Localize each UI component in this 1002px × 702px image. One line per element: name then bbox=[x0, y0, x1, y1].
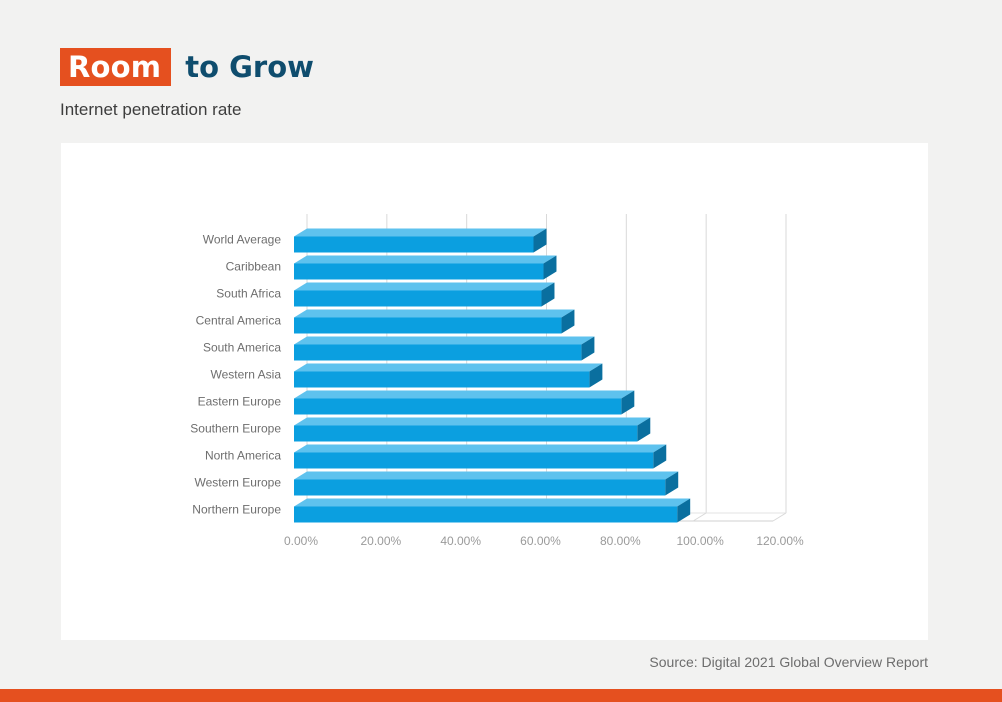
bar-front-face bbox=[294, 290, 542, 307]
bar-side-face bbox=[653, 444, 667, 469]
x-tick-labels: 0.00% 20.00% 40.00% 60.00% 80.00% 100.00% 120.… bbox=[284, 534, 804, 548]
bar-top-face bbox=[294, 309, 575, 318]
bar bbox=[294, 471, 679, 496]
x-tick-label: 0.00% bbox=[284, 534, 318, 548]
title-rest: to Grow bbox=[185, 49, 314, 84]
category-label: Southern Europe bbox=[190, 422, 281, 436]
bar-front-face bbox=[294, 479, 666, 496]
bar-top-face bbox=[294, 444, 667, 453]
x-tick-label: 100.00% bbox=[676, 534, 724, 548]
bar-front-face bbox=[294, 344, 582, 361]
bar-top-face bbox=[294, 228, 547, 237]
bar bbox=[294, 390, 635, 415]
x-tick-label: 120.00% bbox=[756, 534, 804, 548]
bar-top-face bbox=[294, 336, 595, 345]
chart-title: Room to Grow bbox=[60, 48, 314, 86]
bar bbox=[294, 336, 595, 361]
bottom-accent-bar bbox=[0, 689, 1002, 702]
bar-top-face bbox=[294, 363, 603, 372]
category-label: Northern Europe bbox=[192, 503, 281, 517]
bar-side-face bbox=[677, 498, 691, 523]
bar-front-face bbox=[294, 263, 544, 280]
bars bbox=[294, 228, 691, 523]
bar-side-face bbox=[637, 417, 651, 442]
bar-front-face bbox=[294, 425, 638, 442]
x-tick-label: 20.00% bbox=[360, 534, 401, 548]
category-label: Eastern Europe bbox=[198, 395, 282, 409]
bar bbox=[294, 282, 555, 307]
floor-depth-line bbox=[692, 512, 707, 522]
bar-top-face bbox=[294, 255, 557, 264]
bar bbox=[294, 228, 547, 253]
bar-side-face bbox=[543, 255, 557, 280]
bar-side-face bbox=[581, 336, 595, 361]
x-tick-label: 60.00% bbox=[520, 534, 561, 548]
bar-side-face bbox=[665, 471, 679, 496]
bar-side-face bbox=[561, 309, 575, 334]
bar-front-face bbox=[294, 236, 534, 253]
category-label: North America bbox=[205, 449, 281, 463]
category-label: South Africa bbox=[216, 287, 281, 301]
category-label: World Average bbox=[203, 233, 282, 247]
bar-front-face bbox=[294, 452, 654, 469]
category-label: Western Asia bbox=[211, 368, 282, 382]
bar-top-face bbox=[294, 417, 651, 426]
bar bbox=[294, 363, 603, 388]
bar bbox=[294, 444, 667, 469]
bar-side-face bbox=[589, 363, 603, 388]
category-label: South America bbox=[203, 341, 281, 355]
category-label: Caribbean bbox=[226, 260, 281, 274]
chart-panel: 0.00% 20.00% 40.00% 60.00% 80.00% 100.00% 120.… bbox=[61, 143, 928, 640]
bar bbox=[294, 417, 651, 442]
floor-depth-line bbox=[772, 512, 787, 522]
category-label: Central America bbox=[196, 314, 282, 328]
bar-side-face bbox=[541, 282, 555, 307]
title-highlight: Room bbox=[60, 48, 172, 86]
bar-top-face bbox=[294, 498, 691, 507]
bar-top-face bbox=[294, 471, 679, 480]
bar-side-face bbox=[533, 228, 547, 253]
bar bbox=[294, 309, 575, 334]
chart-subtitle: Internet penetration rate bbox=[60, 100, 242, 119]
bar-top-face bbox=[294, 390, 635, 399]
bar-front-face bbox=[294, 398, 622, 415]
x-tick-label: 40.00% bbox=[440, 534, 481, 548]
bar-front-face bbox=[294, 371, 590, 388]
bar bbox=[294, 498, 691, 523]
bar bbox=[294, 255, 557, 280]
bar-front-face bbox=[294, 506, 678, 523]
bar-chart: 0.00% 20.00% 40.00% 60.00% 80.00% 100.00% 120.… bbox=[190, 214, 804, 548]
bar-front-face bbox=[294, 317, 562, 334]
source-note: Source: Digital 2021 Global Overview Rep… bbox=[649, 654, 928, 670]
category-label: Western Europe bbox=[195, 476, 282, 490]
bar-top-face bbox=[294, 282, 555, 291]
bar-side-face bbox=[621, 390, 635, 415]
x-tick-label: 80.00% bbox=[600, 534, 641, 548]
